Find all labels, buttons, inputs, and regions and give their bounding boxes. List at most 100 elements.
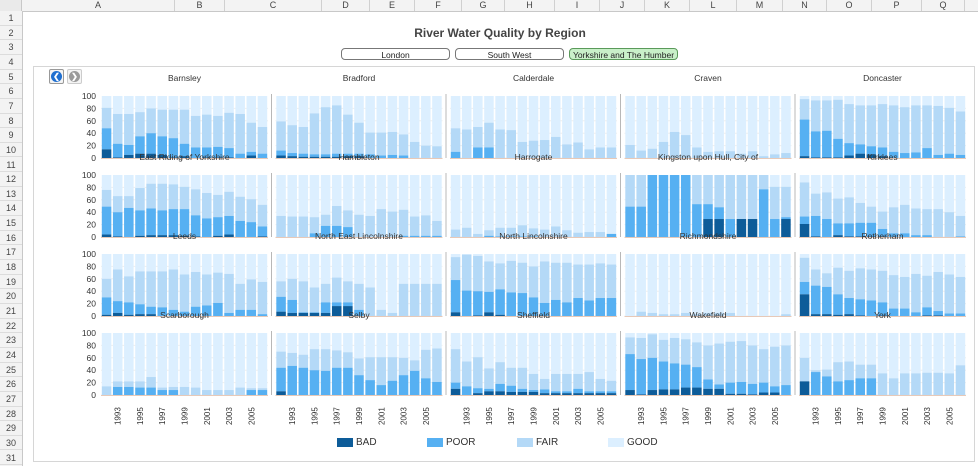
row-header-9[interactable]: 9 — [0, 128, 22, 143]
bar-good-2001 — [725, 96, 736, 152]
bar-fair-2006 — [955, 365, 966, 395]
bar-good-1997 — [680, 96, 691, 136]
column-header-K[interactable]: K — [645, 0, 690, 11]
bar-good-2000 — [888, 333, 899, 379]
column-header-G[interactable]: G — [462, 0, 505, 11]
row-header-24[interactable]: 24 — [0, 348, 22, 363]
bar-poor-1992 — [625, 206, 635, 237]
region-button-london[interactable]: London — [341, 48, 450, 60]
row-header-2[interactable]: 2 — [0, 26, 22, 41]
dashboard-title: River Water Quality by Region — [414, 26, 586, 40]
row-header-14[interactable]: 14 — [0, 201, 22, 217]
bar-good-2004 — [933, 333, 943, 373]
row-header-11[interactable]: 11 — [0, 158, 22, 173]
bar-fair-1993 — [810, 269, 821, 286]
column-header-P[interactable]: P — [872, 0, 922, 11]
bar-good-2006 — [955, 333, 966, 366]
row-header-1[interactable]: 1 — [0, 11, 22, 26]
column-header-N[interactable]: N — [783, 0, 827, 11]
bar-good-1997 — [331, 254, 342, 278]
row-header-22[interactable]: 22 — [0, 319, 22, 334]
column-header-C[interactable]: C — [225, 0, 322, 11]
bar-bad-1999 — [179, 156, 190, 158]
row-header-25[interactable]: 25 — [0, 363, 22, 378]
bar-fair-2004 — [235, 387, 245, 395]
bar-poor-1994 — [822, 286, 832, 315]
bar-fair-1996 — [146, 271, 156, 307]
bar-good-2006 — [606, 96, 617, 148]
bar-bad-1995 — [135, 153, 145, 158]
row-header-5[interactable]: 5 — [0, 70, 22, 85]
column-header-H[interactable]: H — [505, 0, 555, 11]
column-header-A[interactable]: A — [22, 0, 175, 11]
row-header-23[interactable]: 23 — [0, 333, 22, 348]
bar-poor-1992 — [101, 206, 112, 235]
bar-fair-2005 — [944, 274, 955, 314]
row-header-12[interactable]: 12 — [0, 172, 22, 187]
column-header-F[interactable]: F — [415, 0, 462, 11]
region-button-south-west[interactable]: South West — [455, 48, 564, 60]
bar-good-1997 — [506, 96, 516, 131]
row-header-13[interactable]: 13 — [0, 187, 22, 202]
row-header-30[interactable]: 30 — [0, 436, 22, 451]
bar-bad-1992 — [101, 314, 112, 316]
row-header-21[interactable]: 21 — [0, 304, 22, 319]
bar-fair-1999 — [179, 186, 190, 210]
row-header-4[interactable]: 4 — [0, 55, 22, 70]
bar-bad-1998 — [343, 156, 353, 158]
row-header-16[interactable]: 16 — [0, 231, 22, 246]
back-button[interactable]: ❮ — [49, 69, 64, 84]
column-header-J[interactable]: J — [600, 0, 645, 11]
row-header-15[interactable]: 15 — [0, 216, 22, 231]
bar-fair-2001 — [202, 114, 212, 148]
bar-bad-1993 — [112, 236, 123, 237]
row-header-10[interactable]: 10 — [0, 143, 22, 158]
bar-bad-2003 — [224, 157, 234, 158]
column-header-L[interactable]: L — [690, 0, 737, 11]
column-header-M[interactable]: M — [737, 0, 783, 11]
bar-poor-2001 — [725, 219, 736, 237]
bar-good-1997 — [680, 254, 691, 313]
arrow-left-circle-icon: ❮ — [51, 71, 62, 82]
column-header-O[interactable]: O — [827, 0, 872, 11]
legend-fair: FAIR — [517, 437, 558, 448]
row-header-28[interactable]: 28 — [0, 407, 22, 422]
bar-bad-1995 — [309, 312, 320, 316]
bar-bad-2001 — [725, 393, 736, 395]
row-header-18[interactable]: 18 — [0, 260, 22, 275]
row-header-29[interactable]: 29 — [0, 421, 22, 436]
row-header-20[interactable]: 20 — [0, 289, 22, 304]
bar-fair-2003 — [922, 275, 932, 308]
row-header-8[interactable]: 8 — [0, 114, 22, 129]
row-header-19[interactable]: 19 — [0, 275, 22, 290]
bar-good-1998 — [692, 333, 702, 343]
bar-fair-1995 — [484, 368, 494, 389]
bar-fair-1999 — [703, 151, 713, 158]
bar-good-2002 — [562, 333, 572, 374]
bar-good-2006 — [955, 254, 966, 277]
bar-good-1998 — [168, 96, 179, 110]
column-header-Q[interactable]: Q — [922, 0, 965, 11]
bar-poor-1995 — [135, 387, 145, 395]
row-header-7[interactable]: 7 — [0, 99, 22, 114]
row-header-31[interactable]: 31 — [0, 451, 22, 466]
column-header-E[interactable]: E — [370, 0, 415, 11]
bar-bad-1997 — [855, 236, 865, 237]
row-header-6[interactable]: 6 — [0, 84, 22, 99]
row-header-26[interactable]: 26 — [0, 377, 22, 392]
row-header-17[interactable]: 17 — [0, 245, 22, 261]
bar-fair-1999 — [528, 373, 539, 391]
bar-fair-1992 — [625, 337, 635, 355]
row-header-27[interactable]: 27 — [0, 392, 22, 407]
select-all-corner[interactable] — [0, 0, 22, 11]
region-button-yorkshire[interactable]: Yorkshire and The Humber — [569, 48, 678, 60]
bar-fair-2001 — [551, 262, 561, 300]
bar-fair-2001 — [725, 151, 736, 158]
row-header-3[interactable]: 3 — [0, 40, 22, 55]
column-header-D[interactable]: D — [322, 0, 370, 11]
bar-good-2002 — [736, 96, 747, 154]
column-header-B[interactable]: B — [175, 0, 225, 11]
column-header-I[interactable]: I — [555, 0, 600, 11]
forward-button[interactable]: ❯ — [67, 69, 82, 84]
bar-fair-1994 — [473, 357, 483, 389]
